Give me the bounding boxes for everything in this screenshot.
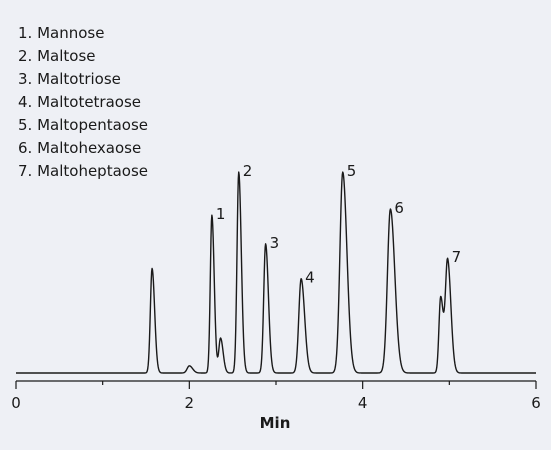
x-tick-label: 0 xyxy=(11,394,21,412)
legend-entry-7: 7. Maltoheptaose xyxy=(18,162,148,180)
x-tick-label: 4 xyxy=(358,394,368,412)
peak-label-5: 5 xyxy=(347,162,357,180)
legend-entry-2: 2. Maltose xyxy=(18,47,95,65)
legend-entry-6: 6. Maltohexaose xyxy=(18,139,141,157)
legend-entry-1: 1. Mannose xyxy=(18,24,104,42)
chromatogram-trace xyxy=(15,171,537,374)
x-tick-label: 2 xyxy=(185,394,195,412)
peak-label-6: 6 xyxy=(394,199,404,217)
x-axis-ticks xyxy=(15,381,537,389)
peak-labels: 1 2 3 4 5 6 7 xyxy=(216,162,461,287)
legend-entry-4: 4. Maltotetraose xyxy=(18,93,141,111)
peak-label-4: 4 xyxy=(305,269,315,287)
x-tick-label: 6 xyxy=(531,394,541,412)
peak-label-2: 2 xyxy=(243,162,253,180)
peak-label-3: 3 xyxy=(270,234,280,252)
legend: 1. Mannose 2. Maltose 3. Maltotriose 4. … xyxy=(18,24,148,180)
peak-label-7: 7 xyxy=(452,248,462,266)
x-axis-tick-labels: 0 2 4 6 xyxy=(11,394,541,412)
legend-entry-3: 3. Maltotriose xyxy=(18,70,121,88)
x-axis-title: Min xyxy=(260,414,291,432)
legend-entry-5: 5. Maltopentaose xyxy=(18,116,148,134)
peak-label-1: 1 xyxy=(216,205,226,223)
